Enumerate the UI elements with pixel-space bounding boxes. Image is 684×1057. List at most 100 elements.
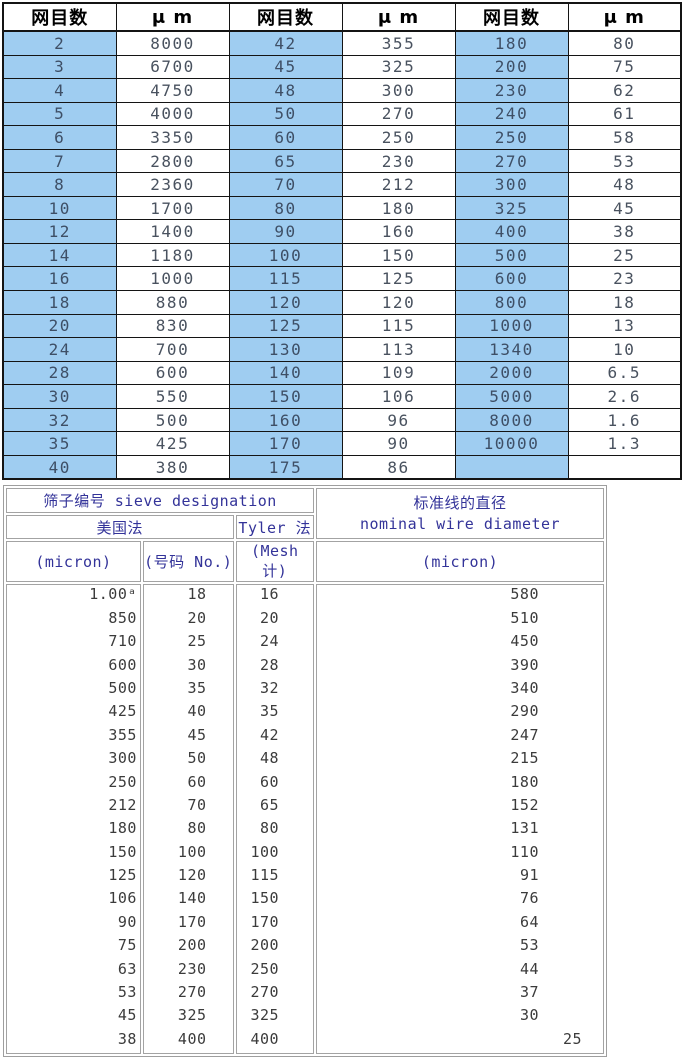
- micron-value-cell: 25: [567, 242, 682, 268]
- sieve-title-row: 筛子编号 sieve designation 标准线的直径 nominal wi…: [6, 488, 604, 540]
- data-line: 270: [177, 983, 207, 1002]
- micron-value-cell: 80: [567, 30, 682, 56]
- mesh-table-row: 3 6700 45 325 200 75: [2, 54, 682, 80]
- micron-value-cell: 53: [567, 148, 682, 174]
- data-line: 25: [187, 632, 207, 651]
- mesh-count-cell: 125: [228, 313, 343, 339]
- data-line: 150: [108, 842, 137, 861]
- mesh-count-cell: 90: [228, 219, 343, 244]
- data-line: 37: [519, 983, 539, 1002]
- micron-value-cell: 230: [341, 148, 456, 174]
- mesh-table-row: 2 8000 42 355 180 80: [2, 30, 682, 56]
- micron-value-cell: 2360: [115, 172, 230, 197]
- micron-value-cell: 75: [567, 54, 682, 80]
- mesh-count-cell: 240: [454, 101, 569, 127]
- mesh-count-cell: 70: [228, 172, 343, 197]
- mesh-count-cell: 8: [2, 172, 117, 197]
- micron-value-cell: 106: [341, 384, 456, 409]
- data-line: 390: [510, 655, 539, 674]
- data-line: 63: [117, 959, 137, 978]
- mesh-count-cell: 10: [2, 195, 117, 221]
- mesh-count-cell: 42: [228, 30, 343, 56]
- mesh-micron-conversion-table: 网目数 μ m 网目数 μ m 网目数 μ m 2 8000 42 355 180 80 3…: [2, 2, 682, 481]
- data-line: 45: [187, 725, 207, 744]
- mesh-table-row: 24 700 130 113 1340 10: [2, 337, 682, 362]
- opening-micron-unit-header: (micron): [6, 541, 141, 583]
- micron-value-cell: 1.6: [567, 407, 682, 433]
- mesh-count-cell: 4: [2, 78, 117, 103]
- mesh-count-cell: 250: [454, 125, 569, 150]
- data-line: 24: [259, 632, 280, 651]
- data-line: 425: [108, 702, 137, 721]
- data-line: 80: [259, 819, 280, 838]
- micron-value-cell: 4750: [115, 78, 230, 103]
- micron-header: μ m: [567, 2, 682, 32]
- mesh-count-cell: 50: [228, 101, 343, 127]
- micron-value-cell: 270: [341, 101, 456, 127]
- data-line: 70: [187, 795, 207, 814]
- micron-value-cell: 1700: [115, 195, 230, 221]
- micron-header: μ m: [341, 2, 456, 32]
- data-line: 230: [177, 959, 207, 978]
- data-line: 300: [108, 749, 137, 768]
- data-line: 75: [117, 936, 137, 955]
- mesh-count-cell: 120: [228, 290, 343, 315]
- mesh-table-row: 10 1700 80 180 325 45: [2, 195, 682, 221]
- micron-value-cell: 830: [115, 313, 230, 339]
- data-line: 125: [108, 866, 137, 885]
- data-line: 140: [177, 889, 207, 908]
- sieve-designation-table: 筛子编号 sieve designation 标准线的直径 nominal wi…: [3, 485, 607, 1057]
- mesh-count-cell: 500: [454, 242, 569, 268]
- data-line: 170: [250, 912, 280, 931]
- mesh-table-row: 28 600 140 109 2000 6.5: [2, 360, 682, 386]
- micron-value-cell: 250: [341, 125, 456, 150]
- micron-value-cell: 58: [567, 125, 682, 150]
- data-line: 400: [250, 1029, 280, 1048]
- mesh-table-row: 7 2800 65 230 270 53: [2, 148, 682, 174]
- data-line: 850: [108, 608, 137, 627]
- micron-value-cell: 18: [567, 290, 682, 315]
- tyler-method-header: Tyler 法: [235, 515, 315, 540]
- data-line: 91: [519, 866, 539, 885]
- data-line: 16: [259, 585, 280, 604]
- mesh-count-cell: 5000: [454, 384, 569, 409]
- micron-value-cell: 109: [341, 360, 456, 386]
- mesh-table-row: 8 2360 70 212 300 48: [2, 172, 682, 197]
- micron-value-cell: 880: [115, 290, 230, 315]
- mesh-count-cell: 600: [454, 266, 569, 292]
- wire-micron-column: 580 510 450 390 340 290 247 215 180 152 131 110 91 76…: [316, 584, 604, 1055]
- data-line: 60: [259, 772, 280, 791]
- micron-value-cell: [567, 454, 682, 480]
- data-line: 42: [259, 725, 280, 744]
- micron-value-cell: 1400: [115, 219, 230, 244]
- data-line: 325: [250, 1006, 280, 1025]
- mesh-count-cell: 8000: [454, 407, 569, 433]
- data-line: 355: [108, 725, 137, 744]
- micron-value-cell: 120: [341, 290, 456, 315]
- mesh-count-cell: 16: [2, 266, 117, 292]
- mesh-table-header-row: 网目数 μ m 网目数 μ m 网目数 μ m: [2, 2, 682, 32]
- mesh-count-cell: 14: [2, 242, 117, 268]
- mesh-count-cell: 28: [2, 360, 117, 386]
- data-line: 25: [562, 1029, 582, 1048]
- micron-value-cell: 2800: [115, 148, 230, 174]
- micron-value-cell: 90: [341, 431, 456, 456]
- data-line: 100: [250, 842, 280, 861]
- data-line: 270: [250, 983, 280, 1002]
- data-line: 28: [259, 655, 280, 674]
- wire-diameter-title: 标准线的直径 nominal wire diameter: [316, 488, 604, 540]
- micron-value-cell: 38: [567, 219, 682, 244]
- data-line: 580: [510, 585, 539, 604]
- micron-value-cell: 86: [341, 454, 456, 480]
- mesh-count-cell: 270: [454, 148, 569, 174]
- mesh-count-cell: 130: [228, 337, 343, 362]
- data-line: 115: [250, 866, 280, 885]
- data-line: 60: [187, 772, 207, 791]
- mesh-count-cell: 18: [2, 290, 117, 315]
- data-line: 100: [177, 842, 207, 861]
- data-line: 35: [259, 702, 280, 721]
- micron-value-cell: 2.6: [567, 384, 682, 409]
- mesh-table-row: 5 4000 50 270 240 61: [2, 101, 682, 127]
- data-line: 152: [510, 795, 539, 814]
- mesh-count-cell: 140: [228, 360, 343, 386]
